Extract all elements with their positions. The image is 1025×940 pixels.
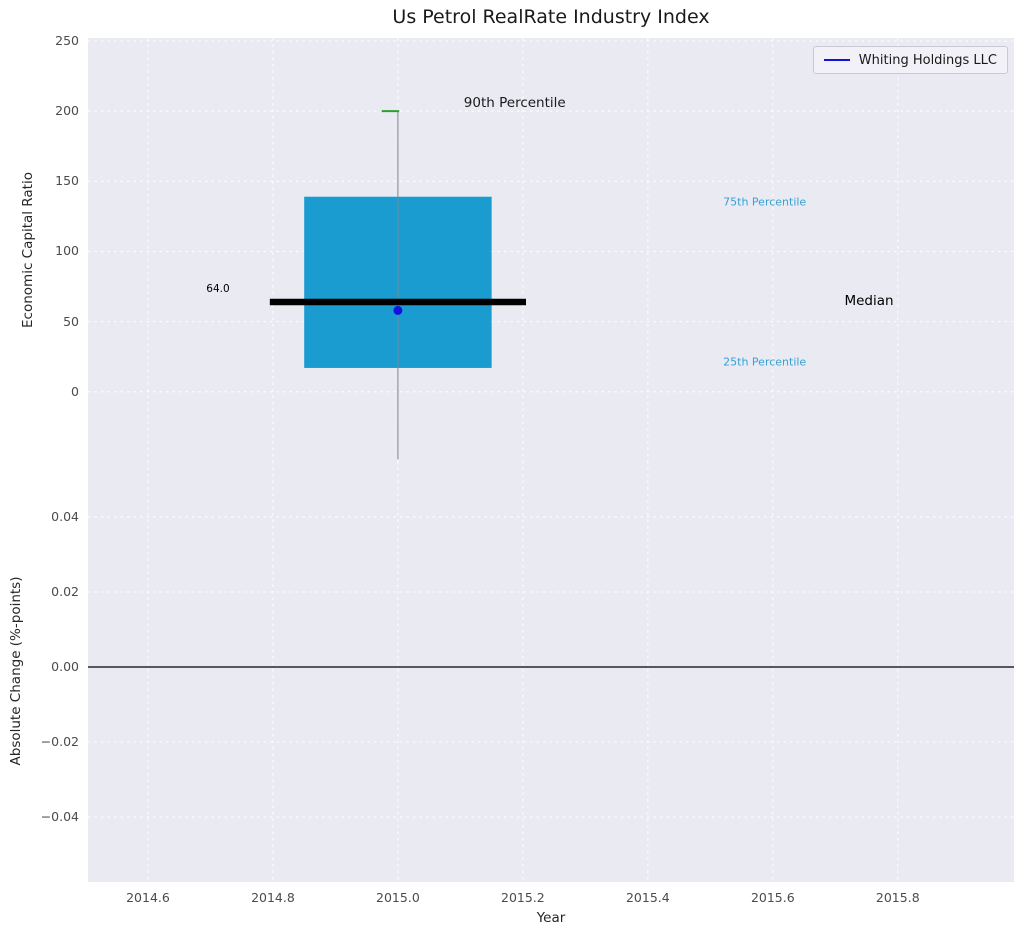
top-y-tick-label: 250 [55,32,79,48]
legend: Whiting Holdings LLC [812,46,1008,74]
annotation-75th-percentile: 75th Percentile [723,195,807,209]
chart-title: Us Petrol RealRate Industry Index [392,6,710,28]
company-marker [393,305,403,315]
annotation-median: Median [844,292,894,309]
bottom-y-tick-label: −0.02 [40,734,79,750]
top-y-tick-label: 150 [55,173,79,189]
plot-canvas [88,38,1014,461]
bottom-y-tick-label: −0.04 [40,809,79,825]
top-y-tick-label: 0 [71,383,79,399]
bottom-plot-area [88,461,1014,882]
x-tick-label: 2015.4 [625,890,670,905]
top-y-tick-label: 200 [55,103,79,119]
plot-canvas [88,461,1014,882]
bottom-y-tick-label: 0.00 [51,658,79,674]
top-y-tick-label: 50 [63,313,79,329]
legend-label: Whiting Holdings LLC [858,52,997,68]
x-tick-label: 2015.0 [376,890,420,905]
x-tick-label: 2015.8 [875,890,920,905]
top-plot-area [88,38,1014,461]
annotation-64-0: 64.0 [206,283,230,296]
x-tick-label: 2015.2 [501,890,545,905]
bottom-y-tick-label: 0.04 [51,508,79,524]
x-tick-label: 2014.8 [251,890,295,905]
legend-line-sample [823,59,850,61]
x-tick-label: 2014.6 [126,890,170,905]
annotation-90th-percentile: 90th Percentile [463,94,566,111]
x-tick-label: 2015.6 [750,890,795,905]
annotation-25th-percentile: 25th Percentile [723,355,807,369]
top-y-tick-label: 100 [55,243,79,259]
bottom-y-tick-label: 0.02 [51,583,79,599]
x-axis-label: Year [536,910,566,926]
